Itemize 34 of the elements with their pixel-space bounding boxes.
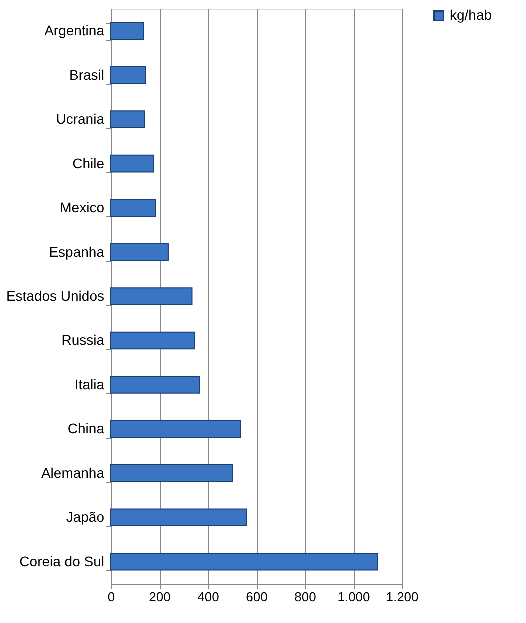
y-tick-label: Russia [62,332,105,348]
bar [110,420,242,438]
y-tick-label: Brasil [69,66,104,83]
y-tick-label: Argentina [44,22,105,39]
x-tick-label: 600 [246,590,268,604]
bar [110,332,196,350]
x-tick-label: 1.000 [338,590,370,604]
bar [110,243,169,262]
y-tick-label: Coreia do Sul [20,553,104,570]
x-tick-label: 200 [149,590,171,604]
y-tick-label: Japão [66,509,105,526]
x-tick-label: 400 [198,590,220,604]
y-tick-label: Ucrania [56,111,105,128]
bar [110,552,378,571]
bar [110,199,156,217]
bar [110,376,200,394]
x-tick-label: 0 [108,590,116,604]
x-tick-label: 800 [294,590,316,604]
y-tick-label: Chile [72,155,105,172]
y-tick-label: Alemanha [41,464,105,481]
y-tick-label: Estados Unidos [6,288,104,304]
y-tick-label: China [68,420,105,437]
bar [110,508,248,527]
bar [110,66,146,84]
y-tick-label: Italia [74,376,105,392]
bar [110,154,154,173]
legend-label: kg/hab [450,7,492,23]
bar [110,288,193,306]
y-tick-label: Espanha [49,244,105,260]
bar [110,110,146,128]
y-tick-label: Mexico [60,200,105,216]
bar [110,464,233,482]
bar [110,22,144,40]
x-tick-label: 1.200 [386,590,419,604]
